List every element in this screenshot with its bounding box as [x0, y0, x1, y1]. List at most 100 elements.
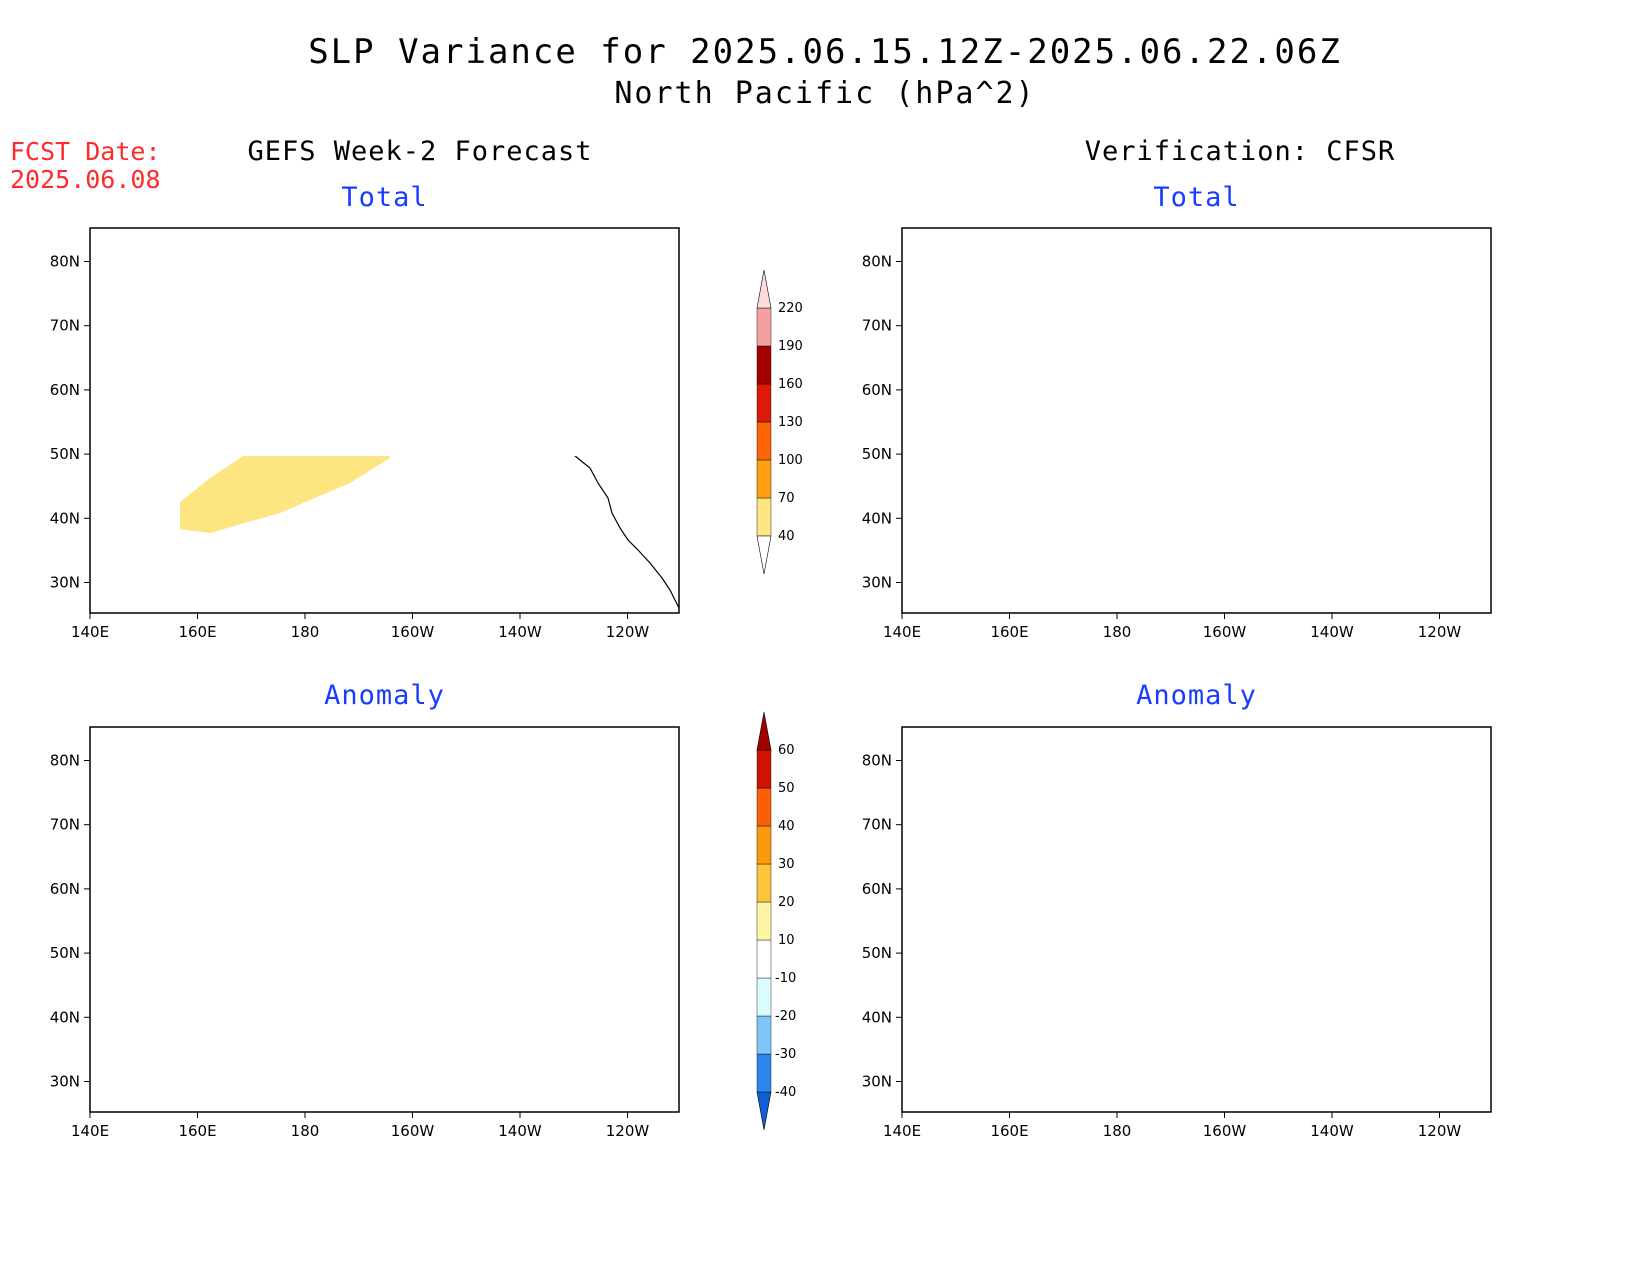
- lon-tick-label-tl-3: 160W: [391, 623, 435, 641]
- colorbar-total-seg-4: [756, 345, 772, 385]
- lon-tick-label-br-5: 120W: [1418, 1122, 1462, 1140]
- colorbar-anomaly-seg-8: [756, 749, 772, 789]
- colorbar-total-label-5: 190: [778, 339, 803, 354]
- lon-tick-label-br-0: 140E: [883, 1122, 921, 1140]
- colorbar-total-label-2: 100: [778, 453, 803, 468]
- colorbar-total-seg-0: [756, 497, 772, 537]
- lon-tick-label-tl-2: 180: [291, 623, 320, 641]
- colorbar-anomaly-label-0: -40: [775, 1085, 796, 1100]
- lat-tick-label-br-3: 50N: [862, 944, 892, 962]
- colorbar-total-label-1: 70: [778, 491, 795, 506]
- colorbar-anomaly-label-9: 60: [778, 743, 795, 758]
- lat-tick-label-tl-2: 60N: [50, 381, 80, 399]
- lat-tick-label-br-2: 60N: [862, 880, 892, 898]
- forecast-date-label: FCST Date:: [10, 137, 161, 166]
- lat-tick-label-tr-2: 60N: [862, 381, 892, 399]
- panel-bottom-right: [901, 726, 1492, 1113]
- lon-tick-label-tl-4: 140W: [498, 623, 542, 641]
- lat-tick-label-bl-5: 30N: [50, 1073, 80, 1091]
- colorbar-total-label-3: 130: [778, 415, 803, 430]
- lon-tick-label-bl-1: 160E: [178, 1122, 216, 1140]
- panel-label-top-right: Total: [1153, 182, 1240, 213]
- lon-tick-label-tl-0: 140E: [71, 623, 109, 641]
- lon-tick-label-tr-0: 140E: [883, 623, 921, 641]
- panel-label-bottom-left: Anomaly: [324, 680, 445, 711]
- lat-tick-label-bl-4: 40N: [50, 1008, 80, 1026]
- forecast-date-block: FCST Date: 2025.06.08: [10, 138, 161, 194]
- lat-tick-label-tl-5: 30N: [50, 574, 80, 592]
- colorbar-anomaly-seg-1: [756, 1015, 772, 1055]
- colorbar-anomaly-bottom-arrow: [756, 1091, 772, 1131]
- lat-tick-label-tr-3: 50N: [862, 445, 892, 463]
- panel-label-top-left: Total: [341, 182, 428, 213]
- panel-bottom-left: [89, 726, 680, 1113]
- panel-top-left: [89, 227, 680, 614]
- lat-tick-label-bl-2: 60N: [50, 880, 80, 898]
- lat-tick-label-tl-4: 40N: [50, 509, 80, 527]
- colorbar-anomaly-label-5: 20: [778, 895, 795, 910]
- colorbar-total-top-arrow: [756, 269, 772, 309]
- main-title: SLP Variance for 2025.06.15.12Z-2025.06.…: [308, 32, 1342, 72]
- lon-tick-label-tr-4: 140W: [1310, 623, 1354, 641]
- colorbar-anomaly-label-7: 40: [778, 819, 795, 834]
- colorbar-total-label-4: 160: [778, 377, 803, 392]
- lon-tick-label-bl-5: 120W: [606, 1122, 650, 1140]
- lon-tick-label-tl-1: 160E: [178, 623, 216, 641]
- panel-label-bottom-right: Anomaly: [1136, 680, 1257, 711]
- lon-tick-label-tr-2: 180: [1103, 623, 1132, 641]
- colorbar-total-bottom-arrow: [756, 535, 772, 575]
- colorbar-total-seg-2: [756, 421, 772, 461]
- axis-ticks: 140E 160E 180 160W 140W 120W 80N 70N 60N 50N 40N 30…: [50, 253, 1462, 1141]
- colorbar-anomaly-seg-0: [756, 1053, 772, 1093]
- lon-tick-label-tr-1: 160E: [990, 623, 1028, 641]
- lat-tick-label-tl-1: 70N: [50, 317, 80, 335]
- lat-tick-label-br-4: 40N: [862, 1008, 892, 1026]
- lon-tick-label-tr-3: 160W: [1203, 623, 1247, 641]
- main-subtitle: North Pacific (hPa^2): [614, 76, 1036, 111]
- colorbar-anomaly-label-4: 10: [778, 933, 795, 948]
- colorbar-anomaly-seg-5: [756, 863, 772, 903]
- lat-tick-label-bl-0: 80N: [50, 752, 80, 770]
- colorbar-total-seg-5: [756, 307, 772, 347]
- colorbar-anomaly-seg-6: [756, 825, 772, 865]
- lon-tick-label-br-4: 140W: [1310, 1122, 1354, 1140]
- colorbar-anomaly-label-6: 30: [778, 857, 795, 872]
- lon-tick-label-bl-4: 140W: [498, 1122, 542, 1140]
- lat-tick-label-tr-5: 30N: [862, 574, 892, 592]
- colorbar-total-seg-1: [756, 459, 772, 499]
- colorbar-anomaly-seg-4: [756, 901, 772, 941]
- colorbar-anomaly-seg-3: [756, 939, 772, 979]
- colorbar-anomaly: -40 -30 -20 -10 10 20 30 40 50 60: [756, 711, 796, 1131]
- lat-tick-label-tl-0: 80N: [50, 253, 80, 271]
- lat-tick-label-bl-3: 50N: [50, 944, 80, 962]
- lat-tick-label-br-1: 70N: [862, 816, 892, 834]
- colorbar-anomaly-seg-7: [756, 787, 772, 827]
- left-column-title: GEFS Week-2 Forecast: [247, 136, 593, 167]
- lat-tick-label-br-0: 80N: [862, 752, 892, 770]
- colorbar-anomaly-seg-2: [756, 977, 772, 1017]
- lon-tick-label-br-1: 160E: [990, 1122, 1028, 1140]
- lat-tick-label-tr-4: 40N: [862, 509, 892, 527]
- colorbar-anomaly-top-arrow: [756, 711, 772, 751]
- lat-tick-label-tr-0: 80N: [862, 253, 892, 271]
- colorbar-anomaly-label-8: 50: [778, 781, 795, 796]
- lon-tick-label-br-2: 180: [1103, 1122, 1132, 1140]
- lon-tick-label-tl-5: 120W: [606, 623, 650, 641]
- colorbar-total: 40 70 100 130 160 190 220: [756, 269, 803, 575]
- lat-tick-label-tl-3: 50N: [50, 445, 80, 463]
- lon-tick-label-br-3: 160W: [1203, 1122, 1247, 1140]
- colorbar-total-label-6: 220: [778, 301, 803, 316]
- forecast-date-value: 2025.06.08: [10, 165, 161, 194]
- panel-top-right: [901, 227, 1492, 614]
- lon-tick-label-bl-0: 140E: [71, 1122, 109, 1140]
- colorbar-anomaly-label-2: -20: [775, 1009, 796, 1024]
- colorbar-anomaly-label-1: -30: [775, 1047, 796, 1062]
- lat-tick-label-bl-1: 70N: [50, 816, 80, 834]
- colorbar-total-label-0: 40: [778, 529, 795, 544]
- lon-tick-label-bl-3: 160W: [391, 1122, 435, 1140]
- lon-tick-label-tr-5: 120W: [1418, 623, 1462, 641]
- colorbar-anomaly-label-3: -10: [775, 971, 796, 986]
- colorbar-total-seg-3: [756, 383, 772, 423]
- lat-tick-label-br-5: 30N: [862, 1073, 892, 1091]
